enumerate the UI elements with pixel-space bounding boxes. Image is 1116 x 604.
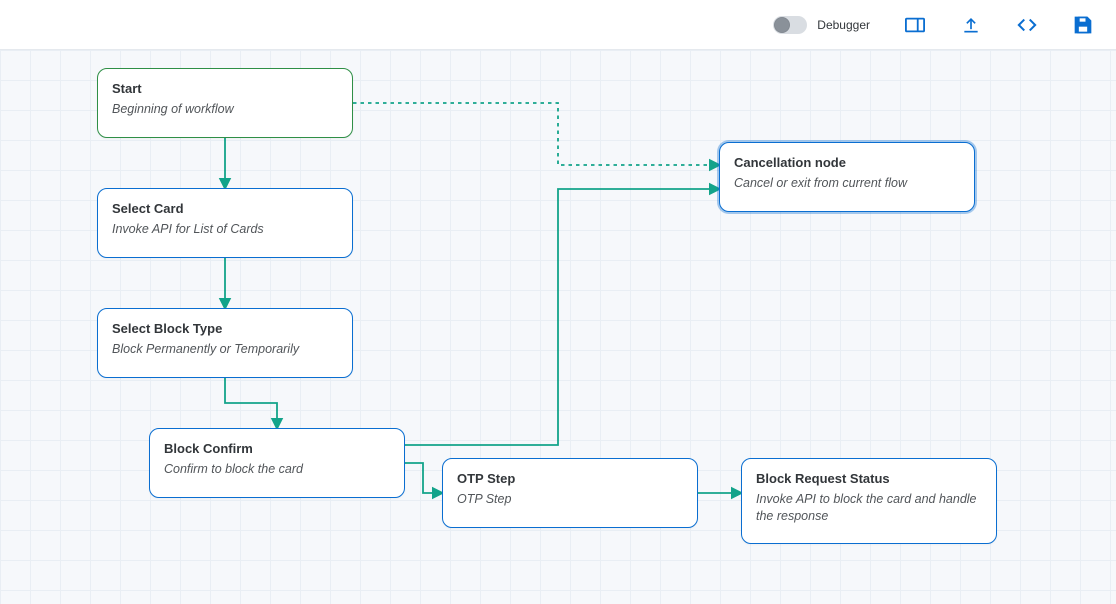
node-cancellation[interactable]: Cancellation node Cancel or exit from cur… bbox=[719, 142, 975, 212]
layout-icon[interactable] bbox=[904, 14, 926, 36]
edge-e3 bbox=[225, 378, 277, 428]
node-block-confirm[interactable]: Block Confirm Confirm to block the card bbox=[149, 428, 405, 498]
node-subtitle: Cancel or exit from current flow bbox=[734, 175, 960, 192]
node-title: Select Card bbox=[112, 201, 338, 217]
toolbar: Debugger bbox=[0, 0, 1116, 50]
node-select-block-type[interactable]: Select Block Type Block Permanently or Te… bbox=[97, 308, 353, 378]
node-title: Start bbox=[112, 81, 338, 97]
flow-canvas[interactable]: Start Beginning of workflow Select Card Inv… bbox=[0, 50, 1116, 604]
node-subtitle: Block Permanently or Temporarily bbox=[112, 341, 338, 358]
node-subtitle: Confirm to block the card bbox=[164, 461, 390, 478]
node-subtitle: Invoke API for List of Cards bbox=[112, 221, 338, 238]
edge-e4 bbox=[405, 463, 442, 493]
node-subtitle: Invoke API to block the card and handle … bbox=[756, 491, 982, 525]
node-title: Block Confirm bbox=[164, 441, 390, 457]
node-title: Select Block Type bbox=[112, 321, 338, 337]
debugger-label: Debugger bbox=[817, 18, 870, 32]
edge-e6 bbox=[405, 189, 719, 445]
node-title: OTP Step bbox=[457, 471, 683, 487]
node-title: Cancellation node bbox=[734, 155, 960, 171]
debugger-switch[interactable] bbox=[773, 16, 807, 34]
node-title: Block Request Status bbox=[756, 471, 982, 487]
save-icon[interactable] bbox=[1072, 14, 1094, 36]
code-icon[interactable] bbox=[1016, 14, 1038, 36]
node-select-card[interactable]: Select Card Invoke API for List of Cards bbox=[97, 188, 353, 258]
edge-e7 bbox=[353, 103, 719, 165]
node-block-request-status[interactable]: Block Request Status Invoke API to block … bbox=[741, 458, 997, 544]
switch-knob bbox=[774, 17, 790, 33]
upload-icon[interactable] bbox=[960, 14, 982, 36]
node-subtitle: Beginning of workflow bbox=[112, 101, 338, 118]
debugger-toggle-group: Debugger bbox=[773, 16, 870, 34]
node-otp-step[interactable]: OTP Step OTP Step bbox=[442, 458, 698, 528]
node-start[interactable]: Start Beginning of workflow bbox=[97, 68, 353, 138]
node-subtitle: OTP Step bbox=[457, 491, 683, 508]
